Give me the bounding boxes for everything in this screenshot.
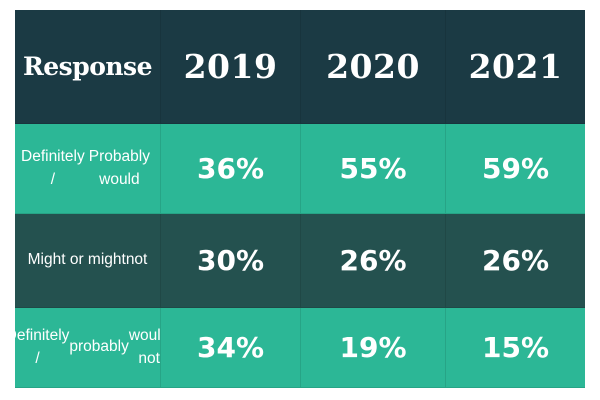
- row-label-line: Might or might: [27, 251, 126, 269]
- header-response: Response: [15, 10, 161, 124]
- value-definitely-would-2019: 36%: [161, 124, 301, 214]
- row-label-line: Definitely /: [21, 148, 85, 188]
- row-label-line: Probably would: [88, 148, 150, 188]
- value-would-not-2020: 19%: [301, 308, 446, 388]
- row-label-line: Definitely /: [5, 327, 70, 367]
- row-label-line: probably: [69, 338, 129, 356]
- value-might-2021: 26%: [446, 214, 585, 308]
- header-2019: 2019: [161, 10, 301, 124]
- row-label-definitely-would-not: Definitely / probably would not: [6, 308, 169, 388]
- value-might-2020: 26%: [301, 214, 446, 308]
- response-table: Response 2019 2020 2021 Definitely / Pro…: [6, 10, 585, 388]
- value-definitely-would-2021: 59%: [446, 124, 585, 214]
- row-label-line: not: [125, 251, 148, 269]
- row-label-definitely-would: Definitely / Probably would: [15, 124, 161, 214]
- value-would-not-2019: 34%: [161, 308, 301, 388]
- row-label-might-or-might-not: Might or might not: [15, 214, 161, 308]
- value-would-not-2021: 15%: [446, 308, 585, 388]
- header-2020: 2020: [301, 10, 446, 124]
- value-definitely-would-2020: 55%: [301, 124, 446, 214]
- value-might-2019: 30%: [161, 214, 301, 308]
- row-label-line: would not: [128, 327, 170, 367]
- header-2021: 2021: [446, 10, 585, 124]
